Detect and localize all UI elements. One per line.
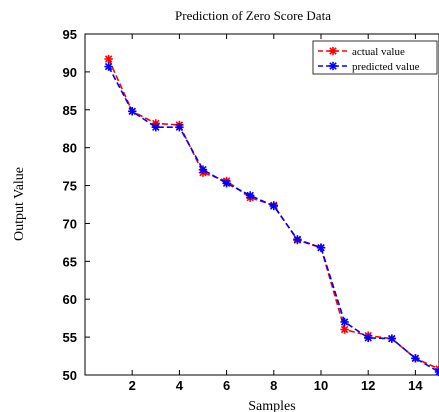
series-layer <box>104 54 439 377</box>
y-tick-label: 65 <box>63 254 77 269</box>
data-point <box>128 107 137 116</box>
data-point <box>340 317 349 327</box>
data-point <box>151 123 160 132</box>
x-tick-label: 2 <box>129 378 136 393</box>
data-point <box>104 54 113 64</box>
data-point <box>293 235 302 244</box>
y-tick-label: 80 <box>63 141 77 156</box>
x-tick-label: 8 <box>270 378 277 393</box>
legend-label: actual value <box>352 46 405 58</box>
y-tick-label: 55 <box>63 330 77 345</box>
legend-label: predicted value <box>352 61 420 73</box>
series-line <box>107 66 439 373</box>
legend-marker <box>328 46 338 56</box>
data-point <box>198 165 208 174</box>
x-tick-label: 12 <box>361 378 375 393</box>
series-line <box>107 58 439 370</box>
axes: 2 4 6 8 10 12 14 50 55 60 65 70 75 80 85 90 95 <box>63 27 424 393</box>
data-point <box>246 191 255 200</box>
chart-title: Prediction of Zero Score Data <box>175 8 331 23</box>
data-point <box>434 367 439 377</box>
plot-area <box>84 33 439 376</box>
y-tick-label: 60 <box>63 292 77 307</box>
legend: actual value predicted value <box>312 40 438 75</box>
data-point <box>175 123 184 132</box>
data-point <box>364 333 373 343</box>
legend-marker <box>328 61 338 71</box>
data-point <box>104 62 113 71</box>
x-tick-label: 6 <box>223 378 230 393</box>
y-tick-label: 50 <box>63 368 77 383</box>
data-point <box>411 354 420 363</box>
y-tick-label: 75 <box>63 179 77 194</box>
data-point <box>269 201 278 211</box>
x-tick-label: 10 <box>314 378 328 393</box>
y-tick-label: 70 <box>63 216 77 231</box>
series-predicted-value <box>104 62 439 377</box>
x-tick-label: 4 <box>176 378 184 393</box>
y-tick-label: 95 <box>63 27 77 42</box>
x-axis-label: Samples <box>248 399 295 412</box>
x-tick-label: 14 <box>408 378 423 393</box>
series-actual-value <box>104 54 439 374</box>
data-point <box>340 325 349 334</box>
y-tick-label: 85 <box>63 103 77 118</box>
data-point <box>316 243 326 252</box>
data-point <box>387 334 396 343</box>
y-tick-label: 90 <box>63 65 77 80</box>
data-point <box>222 179 231 188</box>
y-axis-label: Output Value <box>12 167 27 241</box>
